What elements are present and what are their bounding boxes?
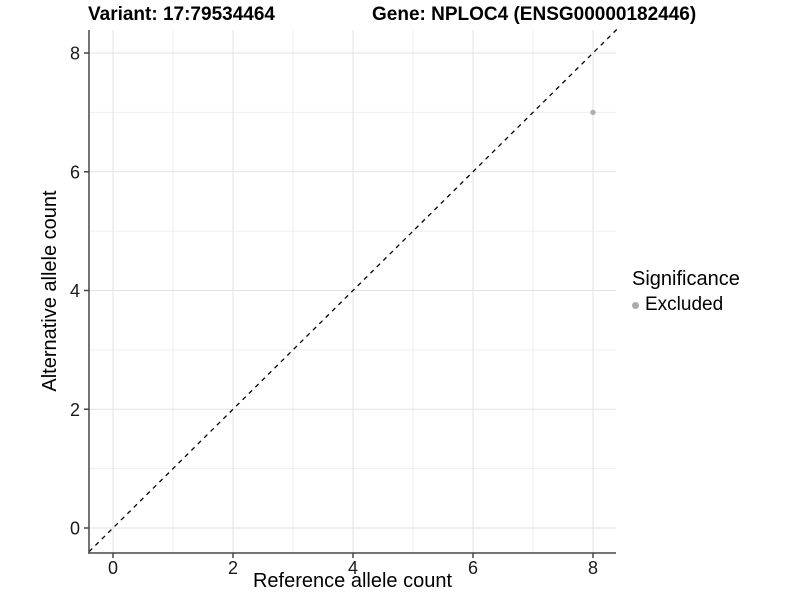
y-tick-label: 2 [70, 400, 80, 420]
x-tick-label: 0 [108, 558, 118, 578]
y-axis-title: Alternative allele count [39, 190, 61, 392]
identity-line [88, 28, 618, 553]
legend-point-icon [632, 301, 639, 309]
legend-title: Significance [632, 268, 740, 290]
legend-item-label: Excluded [645, 294, 724, 315]
plot-title-variant: Variant: 17:79534464 [88, 4, 275, 25]
y-tick-label: 4 [70, 281, 80, 301]
y-tick-label: 8 [70, 44, 80, 64]
plot-title-gene: Gene: NPLOC4 (ENSG00000182446) [372, 4, 697, 25]
x-axis-title: Reference allele count [252, 570, 452, 592]
x-tick-label: 6 [468, 558, 478, 578]
y-tick-label: 6 [70, 162, 80, 182]
legend: Significance Excluded [632, 268, 740, 316]
y-tick-label: 0 [70, 519, 80, 539]
x-tick-label: 8 [588, 558, 598, 578]
x-tick-label: 2 [228, 558, 238, 578]
legend-item-excluded: Excluded [632, 294, 740, 316]
data-point [590, 109, 596, 116]
x-tick-label: 4 [348, 558, 358, 578]
